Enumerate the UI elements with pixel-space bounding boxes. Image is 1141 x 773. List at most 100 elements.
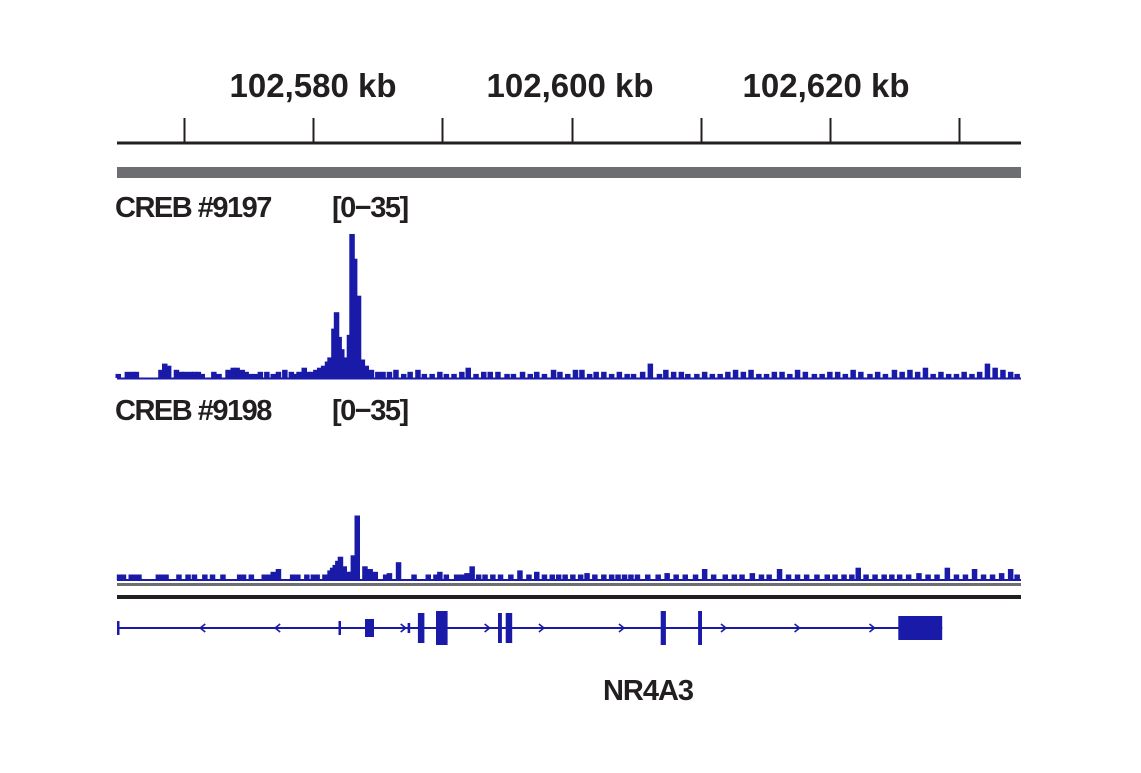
signal-bar (327, 357, 333, 378)
signal-bar (195, 371, 202, 378)
signal-bar (889, 574, 895, 580)
genomic-ruler: 102,580 kb 102,600 kb 102,620 kb (117, 67, 1021, 145)
signal-bar (945, 373, 952, 378)
signal-bar (541, 574, 548, 580)
signal-bar (185, 574, 191, 580)
sequence-divider-bar (117, 167, 1021, 178)
signal-bar (930, 373, 936, 378)
signal-bar (630, 373, 637, 378)
signal-bar (615, 574, 621, 580)
signal-bar (874, 371, 881, 378)
signal-bar (132, 574, 138, 580)
signal-bar (953, 373, 960, 378)
signal-bar (341, 566, 347, 580)
refseq-gene-track: NR4A3 (117, 611, 943, 707)
signal-bar (670, 371, 677, 378)
signal-bars (115, 234, 1020, 378)
signal-bar (395, 562, 402, 580)
gene-exon (338, 621, 341, 635)
signal-bar (257, 371, 264, 378)
signal-bar (173, 369, 180, 378)
signal-bar (914, 371, 921, 378)
strand-arrow-right-icon (868, 623, 876, 633)
signal-bar (584, 573, 590, 580)
gene-exon (365, 619, 374, 637)
signal-bar (766, 574, 772, 580)
signal-bar (304, 574, 310, 580)
gene-exon (898, 616, 943, 640)
signal-bar (386, 371, 393, 378)
signal-bar (863, 574, 869, 580)
signal-bar (163, 574, 169, 580)
signal-bar (562, 574, 568, 580)
strand-arrow-right-icon (400, 623, 407, 633)
signal-bar (317, 367, 323, 378)
signal-bar (962, 574, 969, 580)
track-divider (117, 595, 1021, 599)
signal-bar (437, 371, 443, 378)
signal-bar (814, 574, 820, 580)
signal-bar (555, 574, 562, 580)
signal-bar (557, 371, 563, 378)
signal-bar (275, 371, 282, 378)
signal-bar (453, 574, 460, 580)
signal-bar (803, 574, 810, 580)
signal-bar (270, 571, 276, 580)
signal-bar (922, 367, 929, 378)
signal-bar (313, 369, 319, 378)
chip-track-creb-9198: CREB #9198 [0−35] (115, 395, 1021, 581)
signal-bar (749, 573, 756, 580)
signal-bar (429, 373, 435, 378)
signal-bar (465, 367, 471, 378)
signal-bar (375, 371, 381, 378)
signal-bar (881, 574, 887, 580)
signal-bar (934, 574, 940, 580)
signal-bar (758, 574, 765, 580)
ruler-label: 102,580 kb (230, 67, 397, 104)
signal-bar (785, 574, 792, 580)
signal-bar (692, 574, 699, 580)
signal-bar (133, 371, 140, 378)
signal-bar (128, 574, 134, 580)
signal-bar (534, 571, 540, 580)
signal-bar (159, 574, 165, 580)
signal-bar (577, 574, 584, 580)
signal-bar (115, 373, 121, 378)
gene-exon (417, 613, 425, 643)
signal-bar (136, 574, 142, 580)
signal-bar (487, 371, 493, 378)
signal-bar (601, 574, 607, 580)
signal-bar (265, 574, 271, 580)
signal-bar (645, 574, 651, 580)
signal-bar (938, 371, 944, 378)
signal-bar (459, 574, 465, 580)
signal-bar (586, 373, 593, 378)
track-data-range: [0−35] (332, 192, 408, 224)
signal-bar (824, 574, 830, 580)
signal-bar (1000, 369, 1006, 378)
signal-bar (216, 373, 222, 378)
signal-bar (248, 574, 255, 580)
signal-bar (953, 574, 960, 580)
signal-bar (363, 365, 369, 378)
signal-bar (225, 369, 231, 378)
strand-arrow-right-icon (794, 623, 801, 633)
signal-bar (731, 574, 738, 580)
signal-bar (368, 369, 375, 378)
signal-bar (510, 373, 517, 378)
signal-bar (858, 371, 864, 378)
signal-bar (322, 574, 328, 580)
signal-bar (120, 574, 127, 580)
gene-exon (660, 611, 666, 645)
signal-bar (739, 574, 745, 580)
signal-bar (787, 373, 793, 378)
signal-bar (549, 574, 555, 580)
signal-bar (243, 371, 249, 378)
signal-bar (849, 574, 855, 580)
signal-bar (464, 573, 470, 580)
signal-bar (252, 373, 258, 378)
signal-bar (209, 574, 216, 580)
track-divider (117, 583, 1021, 586)
signal-bar (415, 369, 421, 378)
signal-bar (1014, 574, 1020, 580)
